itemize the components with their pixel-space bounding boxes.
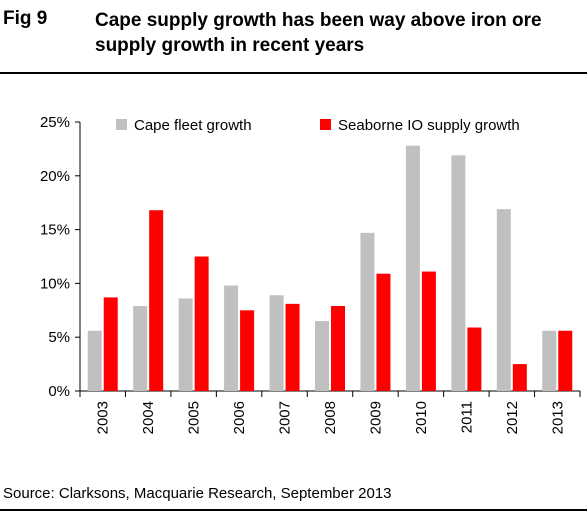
- y-tick-label: 0%: [48, 383, 70, 400]
- x-tick-label: 2003: [95, 401, 112, 434]
- bar-seaborne-io-supply-growth: [512, 364, 527, 391]
- bar-seaborne-io-supply-growth: [376, 273, 391, 391]
- title-divider: [0, 72, 587, 74]
- x-tick-label: 2008: [322, 401, 339, 434]
- bar-seaborne-io-supply-growth: [194, 256, 209, 391]
- bar-seaborne-io-supply-growth: [558, 330, 573, 391]
- x-tick-label: 2010: [413, 401, 430, 434]
- source-note: Source: Clarksons, Macquarie Research, S…: [3, 485, 392, 502]
- bar-seaborne-io-supply-growth: [467, 327, 482, 391]
- legend-label: Seaborne IO supply growth: [338, 117, 520, 134]
- x-tick-label: 2013: [549, 401, 566, 434]
- bar-cape-fleet-growth: [542, 330, 557, 391]
- legend-swatch: [116, 119, 127, 130]
- x-tick-label: 2007: [277, 401, 294, 434]
- y-tick-label: 25%: [40, 114, 70, 131]
- bar-cape-fleet-growth: [315, 321, 329, 391]
- bar-cape-fleet-growth: [360, 232, 375, 391]
- x-tick-label: 2011: [458, 401, 475, 433]
- y-tick-label: 10%: [40, 275, 70, 292]
- bar-cape-fleet-growth: [224, 285, 239, 391]
- bar-cape-fleet-growth: [87, 330, 102, 391]
- bar-cape-fleet-growth: [405, 145, 420, 391]
- x-tick-label: 2004: [140, 401, 157, 434]
- bar-seaborne-io-supply-growth: [240, 310, 255, 391]
- x-tick-label: 2012: [504, 401, 521, 434]
- bar-seaborne-io-supply-growth: [331, 305, 345, 391]
- bar-cape-fleet-growth: [451, 155, 466, 391]
- bar-seaborne-io-supply-growth: [285, 303, 300, 391]
- bar-seaborne-io-supply-growth: [149, 210, 164, 391]
- x-tick-label: 2009: [367, 401, 384, 434]
- y-tick-label: 20%: [40, 168, 70, 185]
- figure-number: Fig 9: [3, 8, 48, 29]
- legend-label: Cape fleet growth: [134, 117, 252, 134]
- footer-divider: [0, 509, 587, 511]
- bar-seaborne-io-supply-growth: [103, 297, 118, 391]
- bar-cape-fleet-growth: [496, 209, 511, 391]
- x-tick-label: 2005: [186, 401, 203, 434]
- bar-cape-fleet-growth: [269, 295, 284, 391]
- x-tick-label: 2006: [231, 401, 248, 434]
- y-tick-label: 15%: [40, 222, 70, 239]
- bar-cape-fleet-growth: [133, 305, 148, 391]
- bar-cape-fleet-growth: [178, 298, 193, 391]
- bar-chart: 0% 5% 10% 15% 20% 25% 2003 2004 2005 2006 2007 2008…: [40, 114, 581, 434]
- y-tick-label: 5%: [48, 329, 70, 346]
- bar-seaborne-io-supply-growth: [421, 271, 436, 391]
- legend-swatch: [320, 119, 331, 130]
- figure-title: Cape supply growth has been way above ir…: [95, 10, 542, 56]
